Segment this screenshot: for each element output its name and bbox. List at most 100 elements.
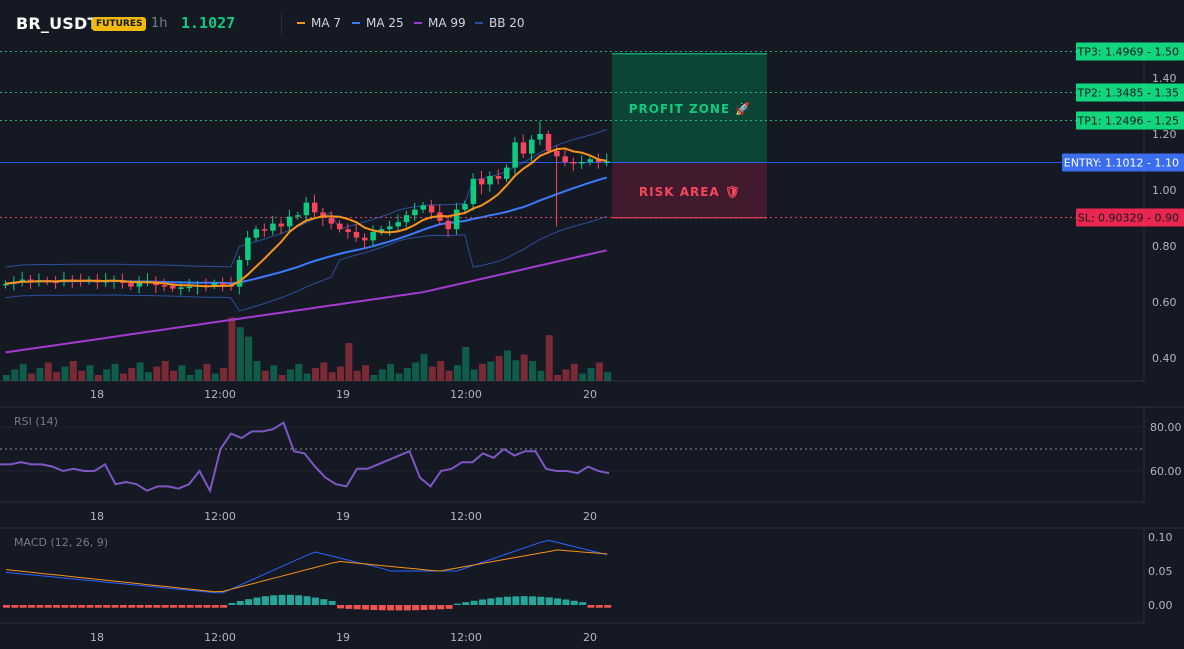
- candle[interactable]: [579, 155, 585, 169]
- candle[interactable]: [504, 164, 510, 183]
- macd-histogram-bar: [220, 605, 228, 608]
- candle[interactable]: [278, 219, 285, 235]
- candle[interactable]: [445, 216, 452, 238]
- timeframe-selector[interactable]: 1h: [151, 16, 168, 31]
- candle[interactable]: [420, 202, 427, 213]
- volume-bar: [378, 369, 386, 381]
- symbol-name[interactable]: BR_USDT: [16, 14, 99, 33]
- volume-bar: [420, 354, 428, 381]
- candle[interactable]: [303, 197, 310, 222]
- candle[interactable]: [495, 169, 502, 185]
- candle[interactable]: [529, 135, 535, 162]
- candle[interactable]: [337, 220, 343, 233]
- volume-bar: [253, 361, 261, 381]
- candle[interactable]: [362, 233, 368, 249]
- candle[interactable]: [245, 230, 251, 266]
- candle[interactable]: [53, 275, 59, 289]
- candle[interactable]: [286, 209, 293, 232]
- candle[interactable]: [387, 220, 393, 236]
- candle[interactable]: [487, 171, 493, 193]
- candle[interactable]: [395, 214, 401, 231]
- candle[interactable]: [136, 276, 143, 294]
- macd-histogram-bar: [78, 605, 86, 608]
- volume-bar: [462, 347, 470, 381]
- candle[interactable]: [211, 279, 218, 290]
- macd-histogram-bar: [428, 605, 436, 610]
- macd-pane[interactable]: MACD (12, 26, 9) 0.10 0.05 0.00: [0, 527, 1184, 624]
- candle[interactable]: [537, 121, 543, 146]
- entry-level-tag[interactable]: ENTRY: 1.1012 - 1.10: [1062, 153, 1184, 172]
- candle[interactable]: [520, 134, 527, 159]
- candle[interactable]: [403, 210, 410, 231]
- candle[interactable]: [370, 225, 376, 246]
- macd-signal-line: [5, 549, 608, 593]
- candle[interactable]: [253, 225, 260, 241]
- candle[interactable]: [570, 157, 577, 172]
- sl-level-tag[interactable]: SL: 0.90329 - 0.90: [1076, 208, 1184, 227]
- candle[interactable]: [36, 273, 42, 287]
- candle[interactable]: [295, 211, 301, 220]
- candle[interactable]: [378, 225, 385, 236]
- macd-histogram-bar: [295, 595, 303, 605]
- volume-bar: [470, 369, 478, 381]
- candle[interactable]: [328, 211, 335, 230]
- level-tag-text: TP1: 1.2496 - 1.25: [1077, 115, 1180, 128]
- candle[interactable]: [453, 202, 460, 235]
- macd-histogram-bar: [44, 605, 52, 608]
- time-axis-tick: 19: [336, 631, 350, 644]
- candle[interactable]: [345, 223, 351, 239]
- candle[interactable]: [412, 202, 418, 221]
- candle[interactable]: [144, 273, 151, 287]
- macd-histogram-bar: [94, 605, 102, 608]
- price-axis-tick: 1.40: [1152, 72, 1177, 85]
- tp-level-tag[interactable]: TP2: 1.3485 - 1.35: [1076, 83, 1184, 102]
- tp-level-tag[interactable]: TP1: 1.2496 - 1.25: [1076, 111, 1184, 130]
- legend-ma7[interactable]: MA 7: [297, 16, 341, 30]
- volume-bar: [295, 363, 303, 381]
- time-axis-tick: 19: [336, 510, 350, 523]
- legend-ma25[interactable]: MA 25: [352, 16, 404, 30]
- profit-zone-box: [612, 53, 767, 163]
- candle[interactable]: [562, 148, 568, 167]
- candle[interactable]: [261, 223, 268, 238]
- rsi-axis-tick: 80.00: [1150, 421, 1182, 434]
- candle[interactable]: [220, 277, 226, 292]
- trade-zones: PROFIT ZONE 🚀 RISK AREA 🛡: [612, 53, 767, 219]
- volume-bar: [529, 361, 537, 381]
- macd-histogram-bar: [504, 596, 511, 605]
- candle[interactable]: [203, 278, 209, 292]
- candle[interactable]: [61, 271, 67, 287]
- candle[interactable]: [512, 136, 518, 175]
- volume-bar: [111, 363, 119, 381]
- candle[interactable]: [178, 281, 184, 296]
- macd-histogram-bar: [203, 605, 211, 608]
- macd-histogram-bar: [478, 599, 486, 605]
- price-pane[interactable]: PROFIT ZONE 🚀 RISK AREA 🛡 1.40 1.20 1.00 0.…: [0, 42, 1184, 382]
- candle[interactable]: [236, 255, 243, 295]
- candle[interactable]: [587, 155, 594, 166]
- candle[interactable]: [353, 224, 360, 243]
- volume-bar: [94, 375, 102, 381]
- candle[interactable]: [161, 278, 168, 292]
- candle[interactable]: [311, 194, 318, 217]
- candle[interactable]: [153, 276, 159, 294]
- candle[interactable]: [554, 145, 560, 227]
- legend-bb20[interactable]: BB 20: [475, 16, 525, 30]
- candle[interactable]: [437, 204, 443, 226]
- candle[interactable]: [478, 170, 485, 195]
- macd-histogram-bar: [320, 599, 328, 605]
- tp-level-tag[interactable]: TP3: 1.4969 - 1.50: [1076, 42, 1184, 61]
- candle[interactable]: [462, 200, 468, 213]
- candle[interactable]: [270, 215, 276, 236]
- candle[interactable]: [111, 275, 118, 289]
- legend-ma99[interactable]: MA 99: [414, 16, 466, 30]
- macd-histogram-bar: [178, 605, 186, 608]
- candle[interactable]: [545, 130, 552, 155]
- rsi-pane[interactable]: RSI (14) 80.00 60.00: [0, 406, 1184, 503]
- candle[interactable]: [19, 271, 26, 287]
- candle[interactable]: [428, 199, 435, 220]
- macd-histogram-bar: [69, 605, 77, 608]
- candle[interactable]: [470, 173, 477, 211]
- candle[interactable]: [595, 153, 602, 169]
